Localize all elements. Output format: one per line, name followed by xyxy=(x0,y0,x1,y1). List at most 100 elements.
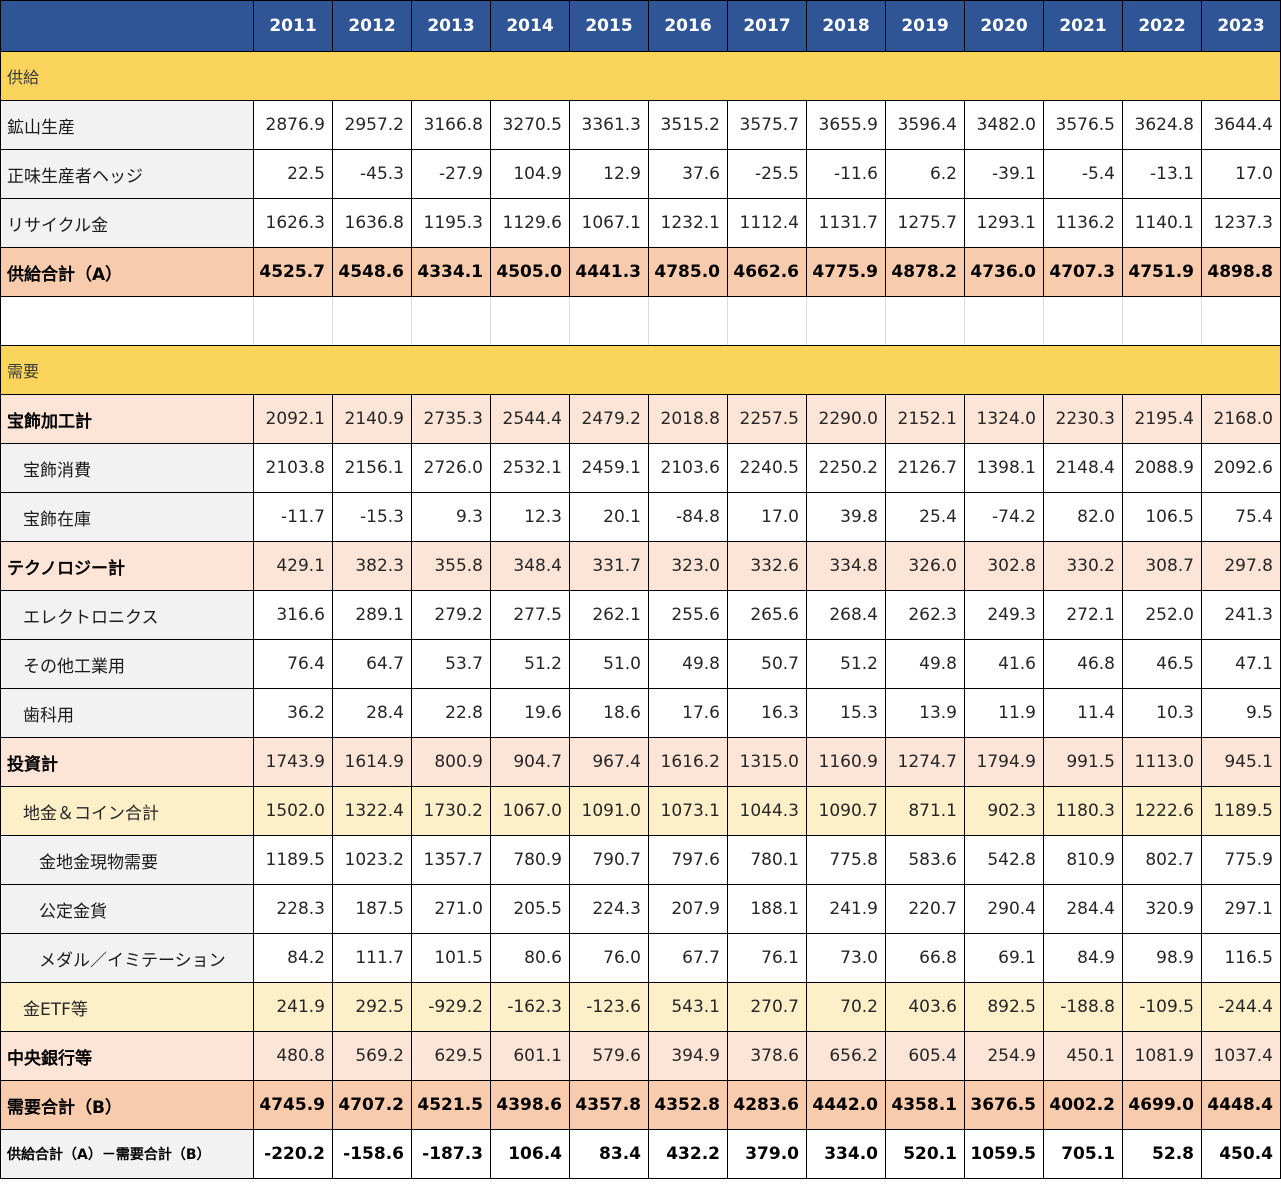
spacer-cell xyxy=(411,296,491,346)
value-cell: 323.0 xyxy=(648,541,728,591)
value-cell: 308.7 xyxy=(1122,541,1202,591)
value-cell: 271.0 xyxy=(411,884,491,934)
value-cell: 64.7 xyxy=(332,639,412,689)
value-cell: 277.5 xyxy=(490,590,570,640)
value-cell: 254.9 xyxy=(964,1031,1044,1081)
value-cell: 991.5 xyxy=(1043,737,1123,787)
value-cell: 9.5 xyxy=(1201,688,1281,738)
value-cell: 1044.3 xyxy=(727,786,807,836)
value-cell: 432.2 xyxy=(648,1129,728,1179)
value-cell: 2152.1 xyxy=(885,394,965,444)
value-cell: 394.9 xyxy=(648,1031,728,1081)
value-cell: 967.4 xyxy=(569,737,649,787)
value-cell: 1616.2 xyxy=(648,737,728,787)
value-cell: 334.0 xyxy=(806,1129,886,1179)
value-cell: 302.8 xyxy=(964,541,1044,591)
section-label-supply-section: 供給 xyxy=(0,51,1281,101)
row-label-medals-imitation: メダル／イミテーション xyxy=(0,933,254,983)
value-cell: 52.8 xyxy=(1122,1129,1202,1179)
value-cell: 50.7 xyxy=(727,639,807,689)
value-cell: 4357.8 xyxy=(569,1080,649,1130)
value-cell: 49.8 xyxy=(885,639,965,689)
value-cell: 270.7 xyxy=(727,982,807,1032)
value-cell: 705.1 xyxy=(1043,1129,1123,1179)
value-cell: 265.6 xyxy=(727,590,807,640)
value-cell: 1081.9 xyxy=(1122,1031,1202,1081)
spacer-cell xyxy=(0,296,254,346)
value-cell: 228.3 xyxy=(253,884,333,934)
row-medals-imitation: メダル／イミテーション 84.2 111.7 101.5 80.6 76.0 67.7 76.… xyxy=(0,933,1281,983)
value-cell: 1073.1 xyxy=(648,786,728,836)
value-cell: 3270.5 xyxy=(490,100,570,150)
value-cell: 2459.1 xyxy=(569,443,649,493)
value-cell: 382.3 xyxy=(332,541,412,591)
value-cell: 2257.5 xyxy=(727,394,807,444)
year-header-2017: 2017 xyxy=(727,0,807,52)
row-label-recycled-gold: リサイクル金 xyxy=(0,198,254,248)
value-cell: 1195.3 xyxy=(411,198,491,248)
value-cell: 1357.7 xyxy=(411,835,491,885)
value-cell: 429.1 xyxy=(253,541,333,591)
row-mine-production: 鉱山生産 2876.9 2957.2 3166.8 3270.5 3361.3 3515.2… xyxy=(0,100,1281,150)
value-cell: 403.6 xyxy=(885,982,965,1032)
row-label-jewellery-fabrication-total: 宝飾加工計 xyxy=(0,394,254,444)
value-cell: 902.3 xyxy=(964,786,1044,836)
section-label-demand-section: 需要 xyxy=(0,345,1281,395)
value-cell: 904.7 xyxy=(490,737,570,787)
value-cell: 28.4 xyxy=(332,688,412,738)
value-cell: 1232.1 xyxy=(648,198,728,248)
row-label-investment-total: 投資計 xyxy=(0,737,254,787)
row-other-industrial: その他工業用 76.4 64.7 53.7 51.2 51.0 49.8 50.7 51.2 49… xyxy=(0,639,1281,689)
spacer-cell xyxy=(648,296,728,346)
value-cell: 2092.1 xyxy=(253,394,333,444)
value-cell: 1067.0 xyxy=(490,786,570,836)
value-cell: 4878.2 xyxy=(885,247,965,297)
value-cell: -123.6 xyxy=(569,982,649,1032)
value-cell: 4736.0 xyxy=(964,247,1044,297)
value-cell: 76.0 xyxy=(569,933,649,983)
value-cell: 3644.4 xyxy=(1201,100,1281,150)
year-header-2011: 2011 xyxy=(253,0,333,52)
value-cell: 224.3 xyxy=(569,884,649,934)
row-electronics: エレクトロニクス 316.6 289.1 279.2 277.5 262.1 255.6 26… xyxy=(0,590,1281,640)
value-cell: 1324.0 xyxy=(964,394,1044,444)
value-cell: 569.2 xyxy=(332,1031,412,1081)
value-cell: 289.1 xyxy=(332,590,412,640)
value-cell: 2726.0 xyxy=(411,443,491,493)
value-cell: 51.2 xyxy=(806,639,886,689)
value-cell: 20.1 xyxy=(569,492,649,542)
value-cell: 1502.0 xyxy=(253,786,333,836)
row-label-supply-minus-demand: 供給合計（A）－需要合計（B） xyxy=(0,1129,254,1179)
value-cell: -929.2 xyxy=(411,982,491,1032)
value-cell: 355.8 xyxy=(411,541,491,591)
value-cell: 284.4 xyxy=(1043,884,1123,934)
value-cell: 39.8 xyxy=(806,492,886,542)
spacer-cell xyxy=(1122,296,1202,346)
value-cell: 1023.2 xyxy=(332,835,412,885)
value-cell: 1180.3 xyxy=(1043,786,1123,836)
value-cell: 3596.4 xyxy=(885,100,965,150)
value-cell: 605.4 xyxy=(885,1031,965,1081)
row-label-official-coins: 公定金貨 xyxy=(0,884,254,934)
row-label-mine-production: 鉱山生産 xyxy=(0,100,254,150)
value-cell: 2479.2 xyxy=(569,394,649,444)
value-cell: 255.6 xyxy=(648,590,728,640)
value-cell: 810.9 xyxy=(1043,835,1123,885)
value-cell: 2532.1 xyxy=(490,443,570,493)
value-cell: 2103.6 xyxy=(648,443,728,493)
value-cell: 2126.7 xyxy=(885,443,965,493)
value-cell: 116.5 xyxy=(1201,933,1281,983)
value-cell: 46.8 xyxy=(1043,639,1123,689)
year-header-2023: 2023 xyxy=(1201,0,1281,52)
row-investment-total: 投資計 1743.9 1614.9 800.9 904.7 967.4 1616.2 1315… xyxy=(0,737,1281,787)
value-cell: 1131.7 xyxy=(806,198,886,248)
value-cell: -187.3 xyxy=(411,1129,491,1179)
row-bar-and-coin-total: 地金＆コイン合計 1502.0 1322.4 1730.2 1067.0 1091.0 10… xyxy=(0,786,1281,836)
row-label-jewellery-consumption: 宝飾消費 xyxy=(0,443,254,493)
value-cell: 1730.2 xyxy=(411,786,491,836)
row-official-coins: 公定金貨 228.3 187.5 271.0 205.5 224.3 207.9 188.1 2… xyxy=(0,884,1281,934)
year-header-2018: 2018 xyxy=(806,0,886,52)
value-cell: -220.2 xyxy=(253,1129,333,1179)
spacer-cell xyxy=(253,296,333,346)
value-cell: 4751.9 xyxy=(1122,247,1202,297)
